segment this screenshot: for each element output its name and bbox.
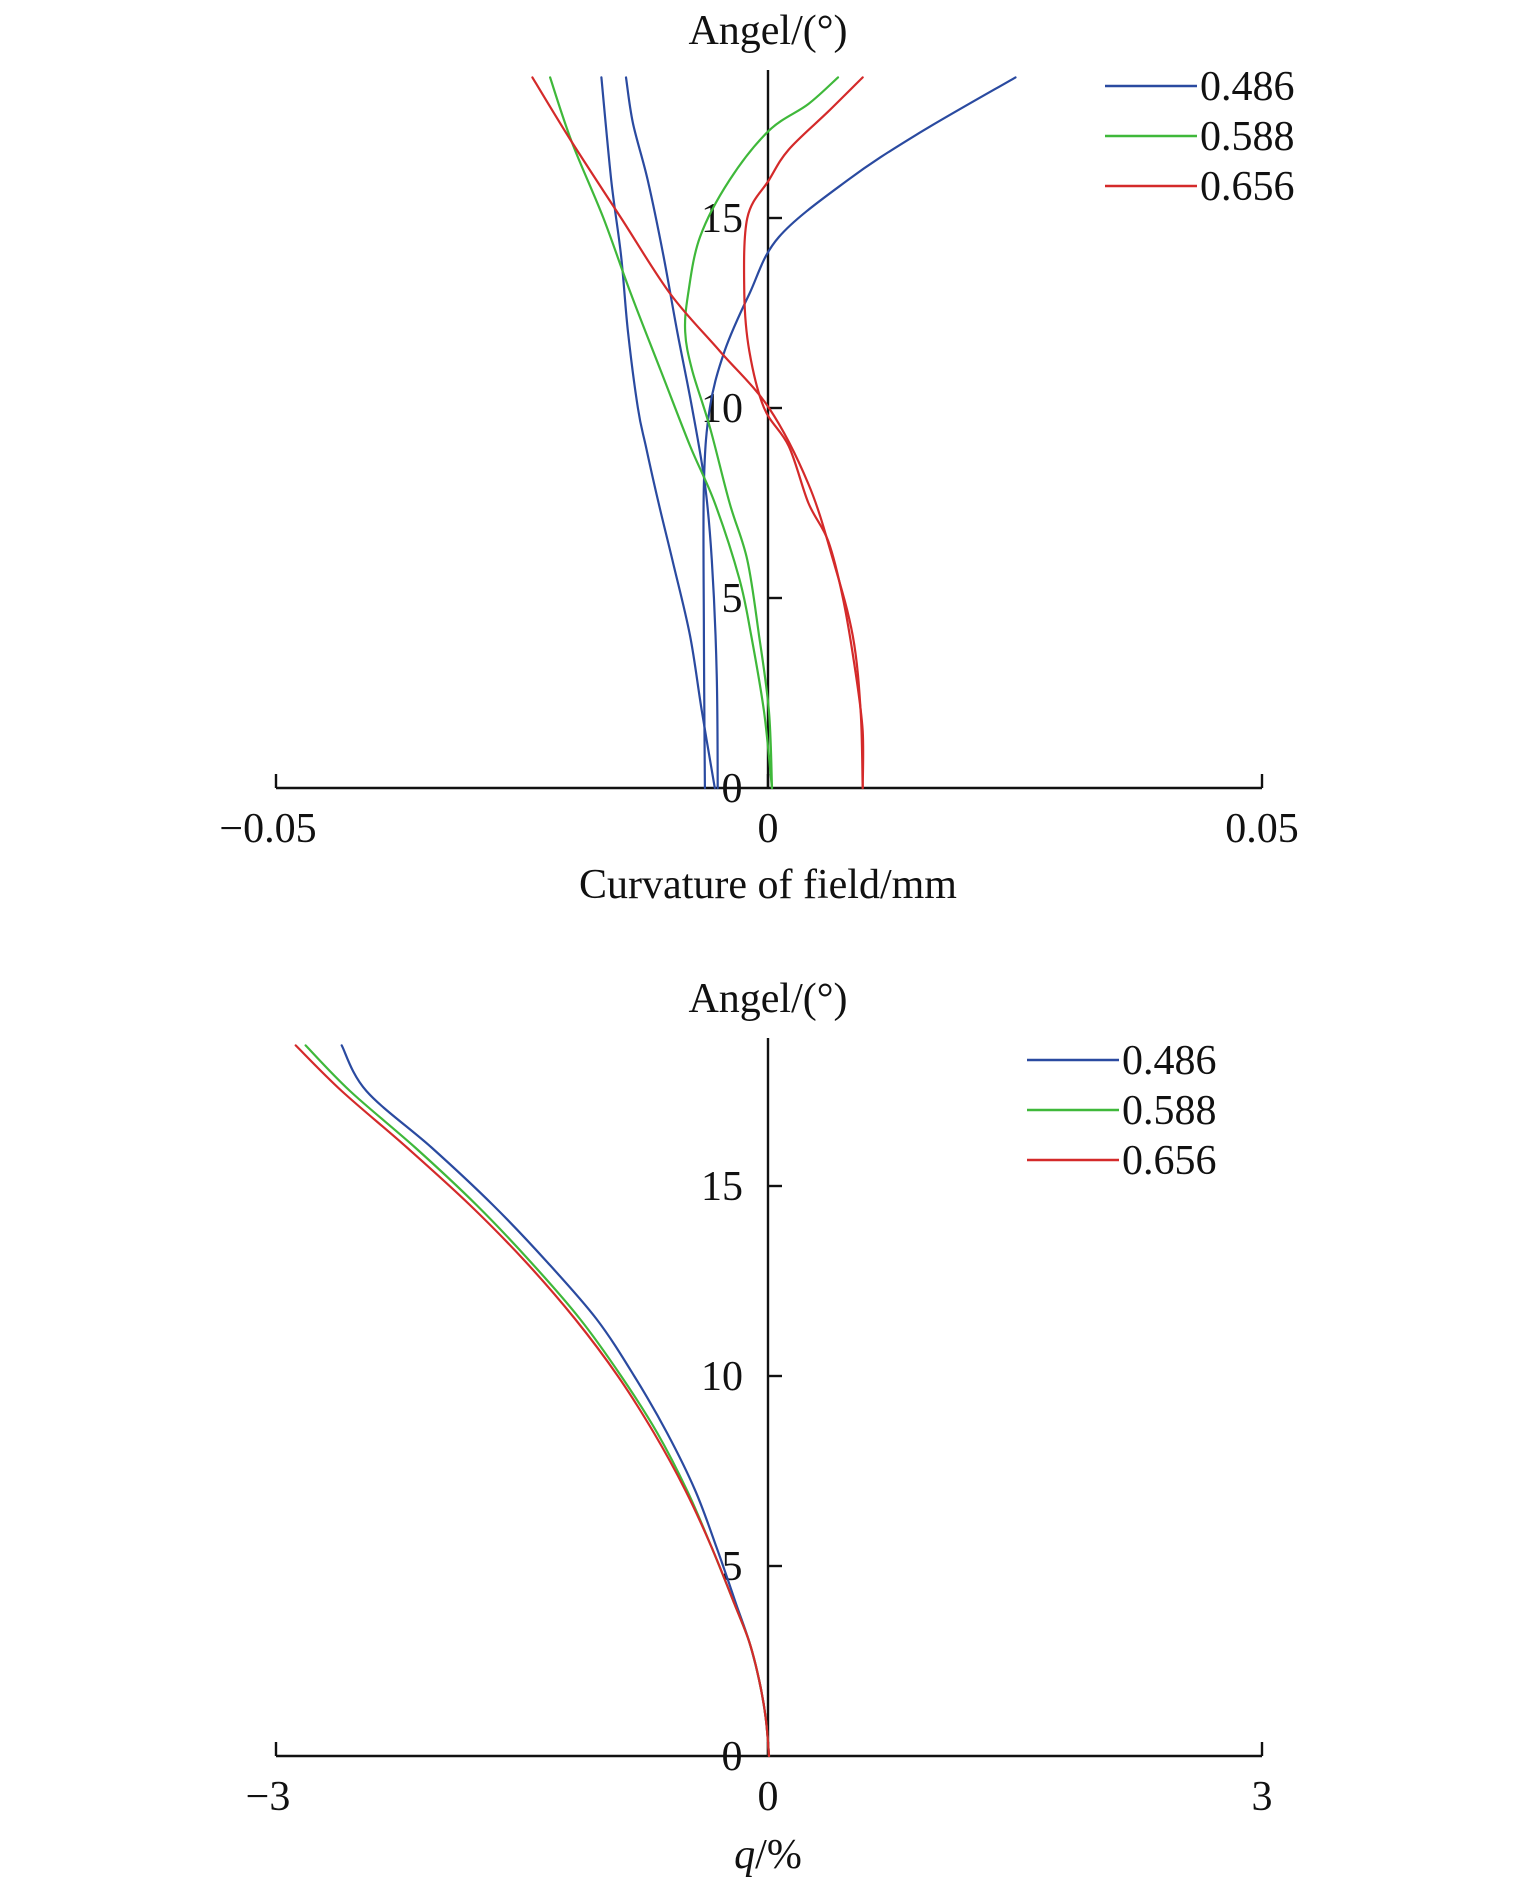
- x-tick-label: −0.05: [219, 806, 316, 852]
- x-tick-label: −3: [246, 1774, 291, 1820]
- series-line-0588-4: [683, 76, 840, 790]
- y-axis-label: Angel/(°): [688, 976, 847, 1022]
- series-line-0486-1: [600, 76, 716, 790]
- series-line-0588-3: [549, 76, 774, 790]
- x-axis-label: Curvature of field/mm: [579, 862, 957, 908]
- series-line-0486-0: [624, 76, 719, 790]
- y-tick-label: 15: [701, 1164, 743, 1210]
- series-line-0656-5: [531, 76, 864, 790]
- legend: 0.486 0.588 0.656: [1027, 1038, 1217, 1184]
- x-axis-label-unit: /%: [755, 1832, 802, 1878]
- y-axis-label: Angel/(°): [688, 8, 847, 54]
- field-curvature-chart: Angel/(°) −0.05 0 0.05 0 5 10 15 Curvatu…: [219, 8, 1298, 908]
- curves-group: [294, 1044, 771, 1758]
- series-line-0588-1: [304, 1044, 771, 1758]
- x-tick-label: 0: [758, 806, 779, 852]
- legend-label-0656: 0.656: [1200, 164, 1295, 210]
- series-line-0486-0: [340, 1044, 771, 1758]
- x-tick-label: 3: [1252, 1774, 1273, 1820]
- y-tick-label: 0: [722, 766, 743, 812]
- x-tick-label: 0.05: [1225, 806, 1299, 852]
- x-axis-label: q/%: [734, 1832, 802, 1878]
- y-tick-label: 5: [722, 1544, 743, 1590]
- legend-label-0588: 0.588: [1122, 1088, 1217, 1134]
- y-tick-label: 0: [722, 1734, 743, 1780]
- legend-label-0486: 0.486: [1200, 64, 1295, 110]
- legend-label-0486: 0.486: [1122, 1038, 1217, 1084]
- y-tick-label: 10: [701, 1354, 743, 1400]
- curves-group: [531, 76, 1017, 790]
- distortion-chart: Angel/(°) −3 0 3 0 5 10 15 q/% 0.486 0.5…: [246, 976, 1273, 1878]
- series-line-0656-2: [294, 1044, 771, 1758]
- series-line-0486-2: [702, 76, 1017, 790]
- x-tick-label: 0: [758, 1774, 779, 1820]
- x-axis-label-italic: q: [734, 1832, 755, 1878]
- legend: 0.486 0.588 0.656: [1105, 64, 1295, 210]
- legend-label-0588: 0.588: [1200, 114, 1295, 160]
- series-line-0656-6: [742, 76, 865, 790]
- y-tick-label: 5: [722, 576, 743, 622]
- legend-label-0656: 0.656: [1122, 1138, 1217, 1184]
